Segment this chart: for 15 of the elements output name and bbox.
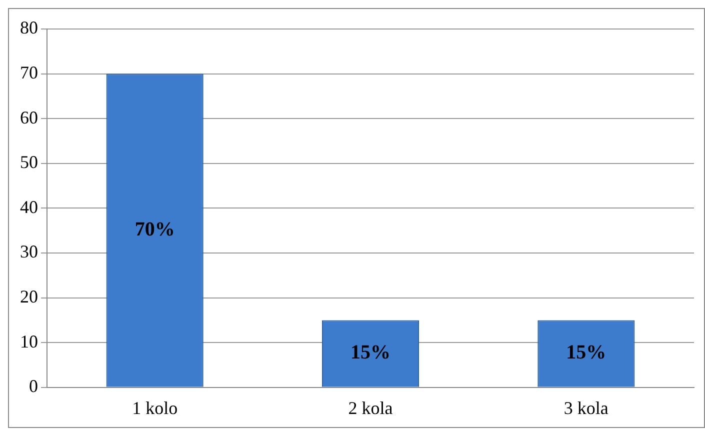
x-tick-label: 3 kola [564,398,608,418]
y-tick-label: 0 [29,376,38,396]
data-label: 15% [566,342,606,364]
y-tick-label: 80 [20,18,38,38]
y-tick-label: 20 [20,286,38,307]
y-tick-label: 60 [20,107,38,128]
y-tick-label: 70 [20,62,38,83]
y-tick-label: 50 [20,152,38,172]
data-label: 70% [134,218,175,241]
x-tick-label: 1 kolo [132,398,178,418]
y-tick-label: 30 [20,242,38,262]
y-tick-label: 40 [20,196,38,217]
x-tick-label: 2 kola [348,398,393,418]
y-tick-label: 10 [20,331,38,352]
data-label: 15% [350,342,390,364]
